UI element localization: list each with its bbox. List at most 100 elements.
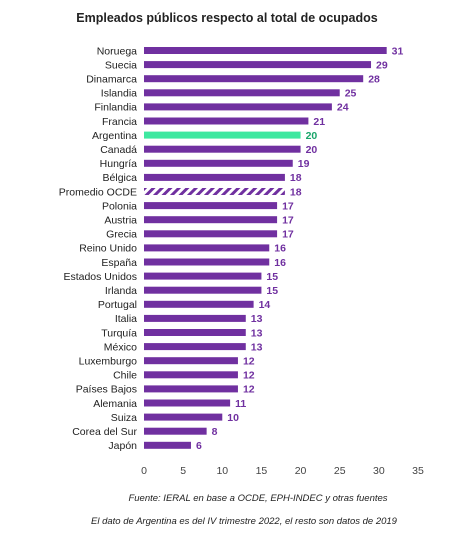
x-tick-35: 35 (412, 465, 424, 477)
bar-argentina (144, 131, 301, 139)
value-label-portugal: 14 (259, 299, 271, 311)
category-label-polonia: Polonia (102, 200, 137, 212)
x-axis: 0 5 10 15 20 25 30 35 (141, 465, 424, 477)
x-tick-5: 5 (180, 465, 186, 477)
bar-alemania (144, 399, 231, 407)
bar-mexico (144, 343, 246, 351)
category-label-argentina: Argentina (92, 130, 137, 142)
value-label-islandia: 25 (345, 88, 357, 100)
category-label-belgica: Bélgica (103, 172, 138, 184)
bar-turquia (144, 329, 246, 336)
value-label-turquia: 13 (251, 327, 263, 339)
value-label-estados-unidos: 15 (266, 271, 278, 283)
value-label-suiza: 10 (227, 412, 239, 424)
value-label-japon: 6 (196, 440, 202, 452)
category-label-luxemburgo: Luxemburgo (79, 356, 138, 368)
bar-noruega (144, 47, 387, 54)
bar-reino-unido (144, 244, 270, 252)
x-tick-25: 25 (334, 465, 346, 477)
bar-corea-del-sur (144, 427, 207, 435)
bar-francia (144, 117, 309, 125)
category-label-portugal: Portugal (98, 299, 137, 311)
category-label-hungria: Hungría (100, 158, 138, 170)
bars-group: Noruega 31 Suecia 29 Dinamarca 28 Islandia 25 Fi… (59, 45, 404, 452)
bar-luxemburgo (144, 357, 238, 365)
value-label-canada: 20 (306, 144, 318, 156)
x-tick-30: 30 (373, 465, 385, 477)
bar-hungria (144, 159, 293, 167)
bar-italia (144, 314, 246, 322)
category-label-dinamarca: Dinamarca (86, 74, 137, 86)
source-note: Fuente: IERAL en base a OCDE, EPH-INDEC … (128, 493, 387, 504)
bar-islandia (144, 89, 340, 97)
x-tick-10: 10 (216, 465, 228, 477)
value-label-hungria: 19 (298, 158, 310, 170)
category-label-suiza: Suiza (111, 412, 137, 424)
value-label-dinamarca: 28 (368, 74, 380, 86)
value-label-italia: 13 (251, 313, 263, 325)
value-label-francia: 21 (313, 116, 325, 128)
x-tick-20: 20 (295, 465, 307, 477)
value-label-promedio-ocde: 18 (290, 186, 302, 198)
value-label-alemania: 11 (235, 398, 246, 410)
bar-suiza (144, 413, 223, 421)
value-label-chile: 12 (243, 370, 255, 382)
category-label-finlandia: Finlandia (94, 102, 137, 114)
bar-estados-unidos (144, 272, 262, 280)
bar-finlandia (144, 103, 332, 111)
category-label-francia: Francia (102, 116, 137, 128)
value-label-argentina: 20 (306, 130, 318, 142)
category-label-irlanda: Irlanda (105, 285, 137, 297)
chart-title: Empleados públicos respecto al total de … (76, 11, 378, 25)
value-label-noruega: 31 (392, 45, 404, 57)
bar-japon (144, 441, 191, 449)
bar-austria (144, 216, 278, 224)
category-label-japon: Japón (108, 440, 137, 452)
value-label-mexico: 13 (251, 341, 263, 353)
category-label-canada: Canadá (100, 144, 137, 156)
value-label-austria: 17 (282, 215, 294, 227)
bar-grecia (144, 230, 278, 238)
category-label-espana: España (101, 257, 137, 269)
value-label-corea-del-sur: 8 (212, 426, 218, 438)
category-label-promedio-ocde: Promedio OCDE (59, 186, 137, 198)
value-label-reino-unido: 16 (274, 243, 286, 255)
bar-belgica (144, 173, 285, 181)
value-label-belgica: 18 (290, 172, 302, 184)
category-label-corea-del-sur: Corea del Sur (72, 426, 137, 438)
category-label-estados-unidos: Estados Unidos (63, 271, 137, 283)
category-label-alemania: Alemania (93, 398, 137, 410)
bar-portugal (144, 300, 254, 308)
bar-irlanda (144, 286, 262, 294)
category-label-mexico: México (104, 341, 137, 353)
x-tick-0: 0 (141, 465, 147, 477)
value-label-espana: 16 (274, 257, 286, 269)
value-label-irlanda: 15 (266, 285, 278, 297)
bar-paises-bajos (144, 385, 238, 393)
value-label-paises-bajos: 12 (243, 384, 255, 396)
bar-dinamarca (144, 75, 364, 83)
value-label-finlandia: 24 (337, 102, 349, 114)
category-label-islandia: Islandia (101, 88, 137, 100)
bar-chile (144, 371, 238, 379)
value-label-polonia: 17 (282, 200, 294, 212)
category-label-suecia: Suecia (105, 59, 137, 71)
bar-canada (144, 145, 301, 153)
category-label-grecia: Grecia (106, 229, 137, 241)
category-label-paises-bajos: Países Bajos (76, 384, 137, 396)
value-label-suecia: 29 (376, 59, 388, 71)
bar-promedio-ocde (144, 188, 285, 195)
bar-espana (144, 258, 270, 266)
value-label-grecia: 17 (282, 229, 294, 241)
category-label-austria: Austria (104, 215, 137, 227)
x-tick-15: 15 (256, 465, 268, 477)
footnote: El dato de Argentina es del IV trimestre… (91, 516, 398, 527)
category-label-turquia: Turquía (101, 327, 137, 339)
category-label-reino-unido: Reino Unido (79, 243, 137, 255)
bar-suecia (144, 61, 372, 69)
category-label-noruega: Noruega (97, 45, 137, 57)
bar-polonia (144, 202, 278, 210)
category-label-chile: Chile (113, 370, 137, 382)
